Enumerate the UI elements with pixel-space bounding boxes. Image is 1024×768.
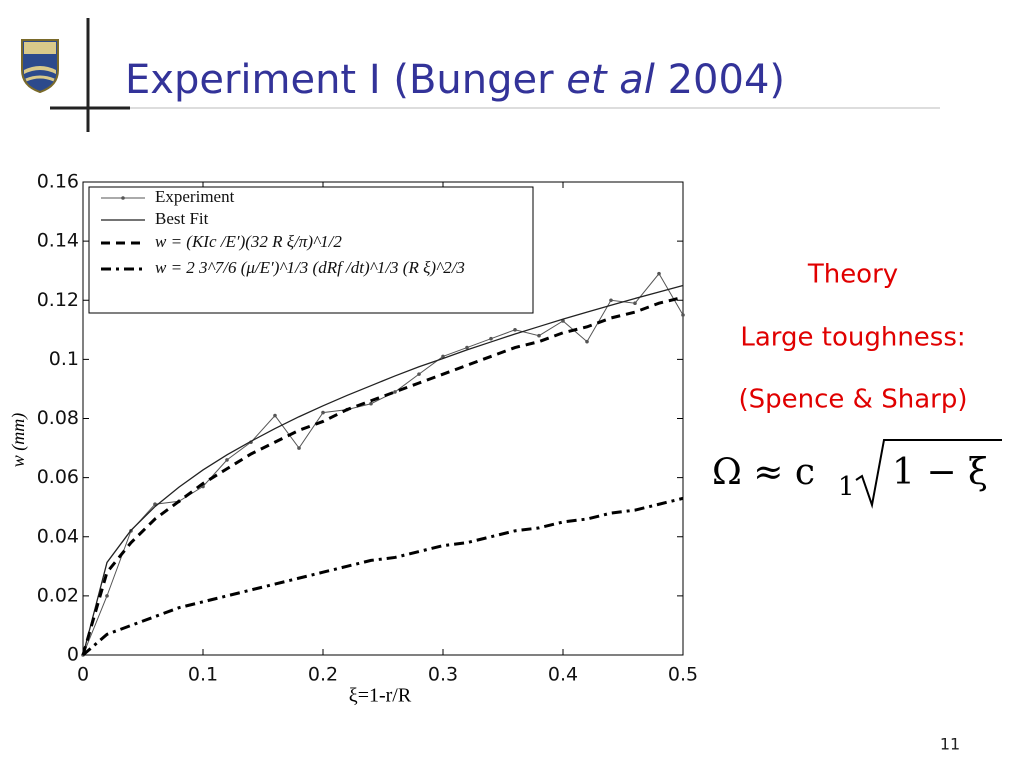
data-point [441, 354, 445, 359]
title-text: 2004) [655, 57, 785, 103]
note: Large toughness: [740, 323, 965, 353]
data-point [225, 458, 229, 462]
y-tick-label: 0.1 [49, 348, 79, 370]
formula: Ω ≈ c 1 1 − ξ [712, 439, 1002, 509]
series-line [81, 295, 684, 656]
data-point [273, 413, 277, 418]
x-tick-label: 0.3 [428, 664, 458, 686]
data-point [585, 339, 589, 344]
data-point [465, 345, 469, 350]
y-axis-label: w (mm) [8, 413, 29, 468]
y-tick-label: 0.04 [37, 525, 79, 547]
legend-label: w = (KIc /E′)(32 R ξ/π)^1/2 [155, 232, 342, 251]
formula-subscript: 1 [838, 472, 855, 502]
x-axis-label: ξ=1-r/R [349, 685, 412, 707]
data-point [297, 446, 301, 450]
x-tick-label: 0.4 [548, 664, 578, 686]
formula-radicand: 1 − ξ [892, 452, 988, 493]
data-point [393, 390, 397, 394]
y-tick-label: 0.06 [37, 466, 79, 488]
data-point [321, 410, 325, 415]
sqrt-sign [855, 439, 1002, 509]
data-point [633, 301, 637, 306]
legend-marker [121, 196, 125, 200]
data-point [513, 328, 517, 332]
legend-label: Best Fit [155, 209, 209, 228]
title-text: Experiment I (Bunger [125, 57, 566, 103]
data-point [609, 298, 613, 303]
legend-label: w = 2 3^7/6 (μ/E′)^1/3 (dRf /dt)^1/3 (R … [155, 258, 465, 277]
logo [21, 39, 59, 94]
data-point [105, 594, 109, 598]
note: (Spence & Sharp) [739, 385, 968, 415]
series-line [82, 496, 684, 657]
data-point [657, 271, 661, 276]
formula-lhs: Ω ≈ c [712, 452, 815, 493]
legend-label: Experiment [155, 187, 235, 206]
data-point [489, 336, 493, 341]
x-tick-label: 0.2 [308, 664, 338, 686]
data-point [417, 372, 421, 376]
x-tick-label: 0.5 [668, 664, 698, 686]
data-point [537, 333, 541, 338]
y-tick-label: 0.08 [37, 407, 79, 429]
y-tick-label: 0.16 [37, 171, 79, 193]
note: Theory [807, 260, 898, 290]
y-tick-label: 0 [67, 644, 79, 666]
legend-box [88, 186, 534, 314]
y-tick-label: 0.02 [37, 584, 79, 606]
title: Experiment I (Bunger et al 2004) [125, 57, 785, 103]
series-line [82, 284, 684, 656]
y-tick-label: 0.12 [37, 289, 79, 311]
y-tick-label: 0.14 [37, 230, 79, 252]
page-number: 11 [940, 735, 960, 754]
title-italic: et al [566, 57, 655, 103]
data-point [369, 401, 373, 406]
series-line [82, 272, 684, 656]
x-tick-label: 0.1 [188, 664, 218, 686]
data-point [681, 313, 685, 317]
x-tick-label: 0 [77, 664, 89, 686]
